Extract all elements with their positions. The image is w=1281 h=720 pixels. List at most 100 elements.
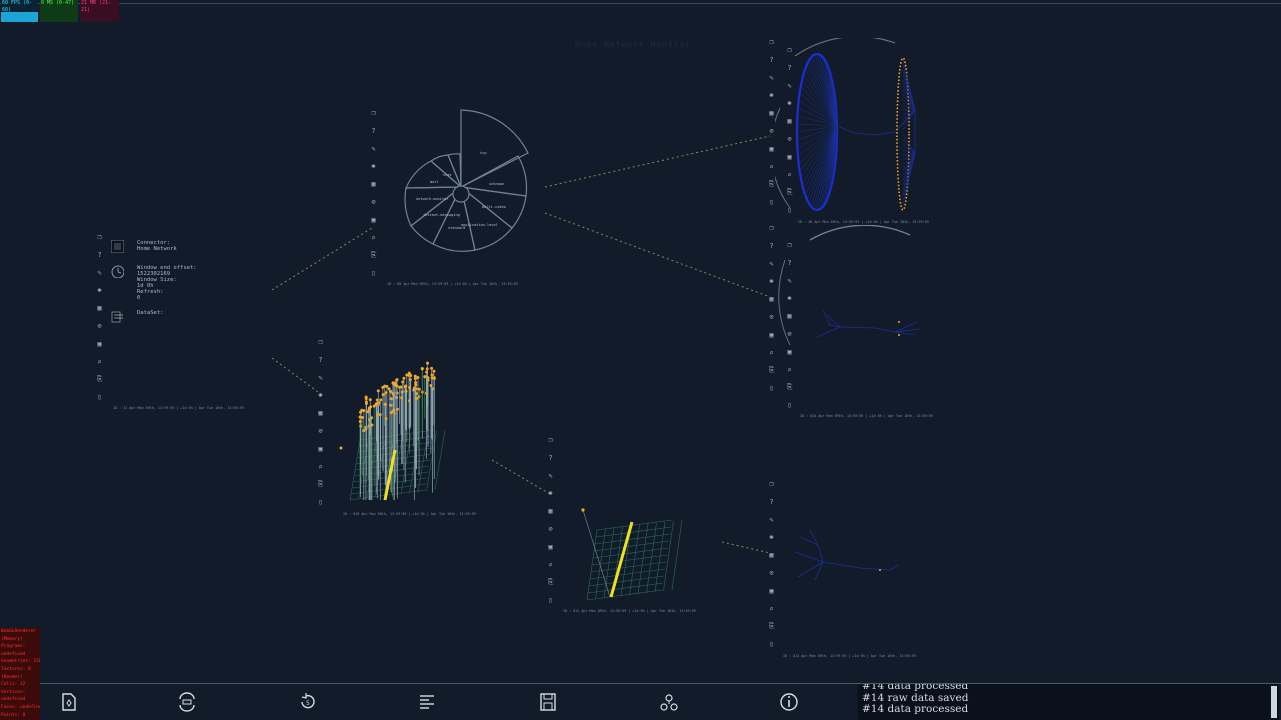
trash-icon[interactable]: ▯ <box>787 206 792 215</box>
trash-icon[interactable]: ▯ <box>318 498 323 507</box>
log-console[interactable]: #14 data processed #14 raw data saved #1… <box>857 684 1279 720</box>
pencil-icon[interactable]: ✎ <box>371 144 376 153</box>
info-icon[interactable] <box>779 690 799 714</box>
grid-icon[interactable]: ▦ <box>787 312 792 321</box>
help-icon[interactable]: ? <box>787 258 792 267</box>
search-icon[interactable]: ⌕ <box>769 604 774 613</box>
mb-stats-panel[interactable]: 21 MB (21-21) <box>80 0 119 22</box>
filter-icon[interactable]: ⊘ <box>371 198 376 206</box>
search-icon[interactable]: ⌕ <box>769 162 774 171</box>
grid-icon[interactable]: ▦ <box>769 295 774 304</box>
search-icon[interactable]: ⌕ <box>787 365 792 374</box>
trash-icon[interactable]: ▯ <box>548 596 553 605</box>
copy-icon[interactable]: ❐ <box>787 241 792 249</box>
filter-icon[interactable]: ⊘ <box>787 135 792 143</box>
search-icon[interactable]: ⌕ <box>371 233 376 242</box>
copy-icon[interactable]: ❐ <box>371 109 376 117</box>
filter-icon[interactable]: ⊘ <box>548 525 553 533</box>
help-icon[interactable]: ? <box>769 55 774 64</box>
pencil-icon[interactable]: ✎ <box>97 268 102 277</box>
help-icon[interactable]: ? <box>548 453 553 462</box>
filter-icon[interactable]: ⊘ <box>769 313 774 321</box>
image-icon[interactable]: ▣ <box>371 215 376 224</box>
filter-icon[interactable]: ⊘ <box>97 322 102 330</box>
copy-icon[interactable]: ❐ <box>769 224 774 232</box>
image-icon[interactable]: ▣ <box>318 444 323 453</box>
console-scrollbar[interactable] <box>1271 686 1277 718</box>
filter-icon[interactable]: ⊘ <box>769 569 774 577</box>
trash-icon[interactable]: ▯ <box>787 401 792 410</box>
copy-icon[interactable]: ❐ <box>769 480 774 488</box>
search-icon[interactable]: ⌕ <box>97 357 102 366</box>
save-icon[interactable] <box>538 690 558 714</box>
trash-icon[interactable]: ▯ <box>97 393 102 402</box>
image-icon[interactable]: ▣ <box>787 347 792 356</box>
image-icon[interactable]: ▣ <box>769 330 774 339</box>
help-icon[interactable]: ? <box>97 250 102 259</box>
help-icon[interactable]: ? <box>371 126 376 135</box>
help-icon[interactable]: ? <box>787 63 792 72</box>
image-icon[interactable]: ▣ <box>769 586 774 595</box>
copy-icon[interactable]: ❐ <box>97 233 102 241</box>
refresh-icon[interactable]: 5 <box>298 690 318 714</box>
help-icon[interactable]: ? <box>318 355 323 364</box>
grid-icon[interactable]: ▦ <box>769 109 774 118</box>
bug-icon[interactable]: ✺ <box>769 277 774 286</box>
image-icon[interactable]: ▣ <box>787 152 792 161</box>
trash-icon[interactable]: ▯ <box>769 640 774 649</box>
bug-icon[interactable]: ✺ <box>548 489 553 498</box>
copy-icon[interactable]: ❐ <box>787 46 792 54</box>
network-icon[interactable] <box>659 690 679 714</box>
help-icon[interactable]: ? <box>769 497 774 506</box>
filter-icon[interactable]: ⊘ <box>318 427 323 435</box>
fps-stats-panel[interactable]: 60 FPS (0-60) <box>1 0 38 22</box>
bug-icon[interactable]: ✺ <box>787 294 792 303</box>
search-icon[interactable]: ⌕ <box>318 462 323 471</box>
grid-icon[interactable]: ▦ <box>769 551 774 560</box>
export-icon[interactable]: ⎘ <box>547 578 554 587</box>
grid-icon[interactable]: ▦ <box>371 180 376 189</box>
export-icon[interactable]: ⎘ <box>370 251 377 260</box>
bug-icon[interactable]: ✺ <box>769 533 774 542</box>
copy-icon[interactable]: ❐ <box>318 338 323 346</box>
search-icon[interactable]: ⌕ <box>787 170 792 179</box>
export-icon[interactable]: ⎘ <box>317 480 324 489</box>
copy-icon[interactable]: ❐ <box>548 436 553 444</box>
pencil-icon[interactable]: ✎ <box>787 276 792 285</box>
grid-icon[interactable]: ▦ <box>548 507 553 516</box>
export-icon[interactable]: ⎘ <box>768 180 775 189</box>
bug-icon[interactable]: ✺ <box>371 162 376 171</box>
export-icon[interactable]: ⎘ <box>96 375 103 384</box>
image-icon[interactable]: ▣ <box>769 144 774 153</box>
pencil-icon[interactable]: ✎ <box>787 81 792 90</box>
pencil-icon[interactable]: ✎ <box>769 515 774 524</box>
bug-icon[interactable]: ✺ <box>97 286 102 295</box>
export-icon[interactable]: ⎘ <box>786 188 793 197</box>
export-icon[interactable]: ⎘ <box>786 383 793 392</box>
export-icon[interactable]: ⎘ <box>768 622 775 631</box>
trash-icon[interactable]: ▯ <box>769 384 774 393</box>
search-icon[interactable]: ⌕ <box>769 348 774 357</box>
sync-icon[interactable] <box>177 690 197 714</box>
pencil-icon[interactable]: ✎ <box>318 373 323 382</box>
copy-icon[interactable]: ❐ <box>769 38 774 46</box>
pencil-icon[interactable]: ✎ <box>548 471 553 480</box>
image-icon[interactable]: ▣ <box>97 339 102 348</box>
add-node-icon[interactable] <box>59 690 79 714</box>
trash-icon[interactable]: ▯ <box>769 198 774 207</box>
search-icon[interactable]: ⌕ <box>548 560 553 569</box>
grid-icon[interactable]: ▦ <box>787 117 792 126</box>
bug-icon[interactable]: ✺ <box>787 99 792 108</box>
export-icon[interactable]: ⎘ <box>768 366 775 375</box>
bug-icon[interactable]: ✺ <box>318 391 323 400</box>
trash-icon[interactable]: ▯ <box>371 269 376 278</box>
ms-stats-panel[interactable]: 0 MS (0-47) <box>40 0 78 22</box>
pencil-icon[interactable]: ✎ <box>769 259 774 268</box>
grid-icon[interactable]: ▦ <box>318 409 323 418</box>
filter-icon[interactable]: ⊘ <box>769 127 774 135</box>
help-icon[interactable]: ? <box>769 241 774 250</box>
bug-icon[interactable]: ✺ <box>769 91 774 100</box>
align-left-icon[interactable] <box>417 690 437 714</box>
pencil-icon[interactable]: ✎ <box>769 73 774 82</box>
image-icon[interactable]: ▣ <box>548 542 553 551</box>
